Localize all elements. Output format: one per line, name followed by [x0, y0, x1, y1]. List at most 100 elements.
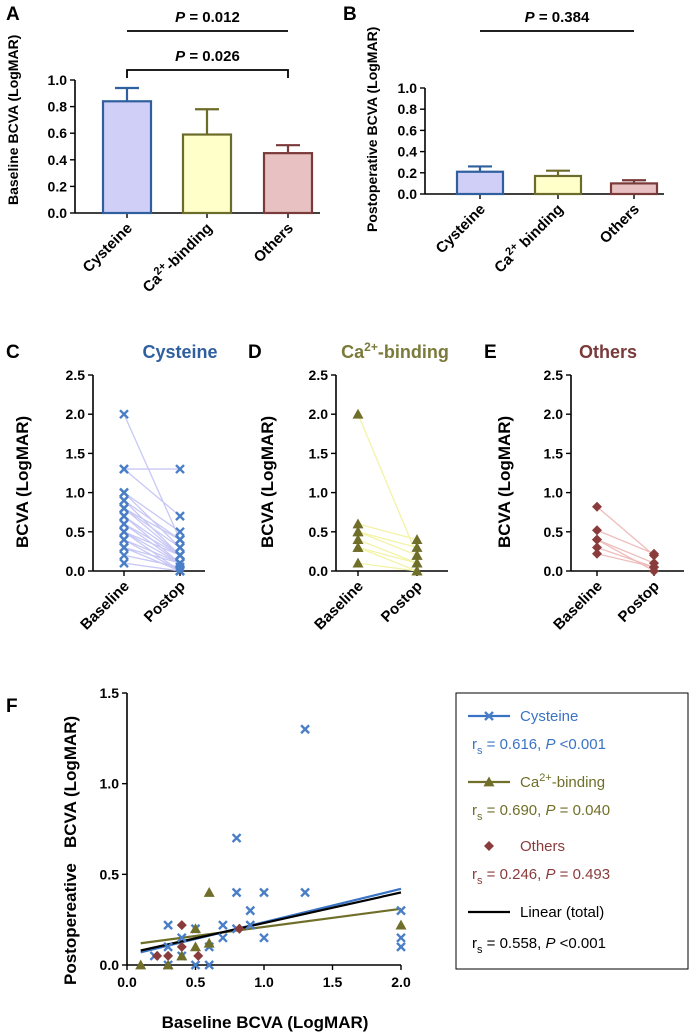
cysteine-point-stroke-b: [396, 905, 406, 916]
baseline-point-stroke-b: [119, 558, 129, 569]
pair-line: [123, 515, 181, 556]
panel-letter-a: A: [6, 4, 20, 25]
y-tick-label: 0.2: [48, 178, 68, 194]
baseline-point: [352, 518, 364, 529]
y-tick-label: 0.0: [398, 186, 418, 202]
y-tick-label: 1.5: [544, 445, 564, 461]
y-tick-label: 1.0: [48, 72, 68, 88]
y-tick-label: 0.0: [544, 563, 564, 579]
pair-line: [123, 492, 181, 533]
cysteine-point-stroke-b: [231, 833, 242, 843]
postop-point: [175, 526, 185, 537]
ca-point: [203, 937, 215, 948]
panel-e-title: Others: [579, 342, 637, 362]
y-tick-label: 0.4: [398, 144, 418, 160]
postop-point: [411, 534, 423, 545]
legend-marker: [484, 711, 494, 721]
pair-line: [596, 506, 655, 556]
p-letter: P: [545, 736, 555, 753]
rs-letter: r: [472, 935, 477, 952]
y-tick-label: 0.5: [66, 524, 86, 540]
p-value: <0.001: [555, 935, 605, 952]
pair-line: [123, 546, 181, 572]
y-tick-label: 2.0: [66, 406, 86, 422]
cysteine-point-stroke-b: [396, 932, 406, 943]
legend-label-base: Cysteine: [520, 708, 578, 725]
cysteine-point-stroke-b: [300, 724, 310, 735]
panel-f-ylabel-line1: Postopereative: [61, 863, 80, 985]
postop-point-stroke-b: [175, 464, 185, 474]
y-tick-label: 1.5: [309, 445, 329, 461]
ca-point: [395, 919, 407, 930]
cysteine-point-stroke-b: [259, 887, 269, 898]
bar-others: [262, 152, 314, 215]
x-category-label: Postop: [378, 578, 426, 626]
panel-d-title-base: Ca: [341, 342, 365, 362]
baseline-point: [352, 408, 364, 419]
y-tick-label: 2.0: [309, 406, 329, 422]
y-tick-label: 0.0: [309, 563, 329, 579]
x-category-label: Postop: [141, 578, 189, 626]
fit-line: [140, 907, 402, 945]
baseline-point: [352, 557, 364, 568]
panel-d-title: Ca2+-binding: [341, 340, 449, 362]
panel-d-plot: 0.0 0.5 1.0 1.5 2.0 2.5 Baseline Postop: [309, 367, 448, 633]
p-letter: P: [175, 48, 186, 65]
baseline-point: [119, 542, 129, 553]
legend-label: Cysteine: [520, 708, 578, 725]
ca-point: [176, 950, 188, 961]
panel-d-ylabel: BCVA (LogMAR): [258, 416, 277, 548]
panel-b-ylabel: Postoperative BCVA (LogMAR): [364, 27, 380, 232]
panel-f-plot: 0.0 0.5 1.0 1.5 0.0 0.5 1.0 1.5 2.0: [100, 685, 411, 990]
others-point: [234, 923, 245, 934]
rs-value: = 0.558,: [483, 935, 546, 952]
y-tick-label: 0.5: [309, 524, 329, 540]
baseline-point: [352, 526, 364, 537]
legend-label: Others: [520, 838, 565, 855]
pair-line: [123, 499, 181, 541]
pair-line: [357, 562, 418, 572]
cysteine-point: [396, 932, 406, 943]
y-tick-label: 0.5: [100, 866, 120, 882]
category-label-base: Others: [597, 201, 643, 247]
others-point: [193, 950, 204, 961]
panel-a: A Baseline BCVA (LogMAR) 0.0 0.2 0.4 0.6 0.8…: [5, 4, 320, 296]
category-label-base: Others: [251, 220, 297, 266]
rs-value: = 0.616,: [483, 736, 546, 753]
pair-line: [357, 531, 418, 549]
postop-point: [411, 557, 423, 568]
baseline-point-stroke-b: [119, 503, 129, 514]
rs-sub: s: [477, 811, 483, 823]
postop-point: [175, 511, 185, 521]
cysteine-point-stroke-b: [245, 905, 256, 916]
category-label: Others: [251, 220, 297, 266]
y-tick-label: 2.5: [544, 367, 564, 383]
rs-letter: r: [472, 866, 477, 883]
bar-cysteine: [455, 170, 505, 196]
baseline-point: [119, 495, 129, 506]
p-value: = 0.012: [185, 9, 240, 26]
legend-stat: rs = 0.690, P = 0.040: [472, 802, 610, 823]
panel-e-ylabel: BCVA (LogMAR): [495, 416, 514, 548]
cysteine-point: [259, 887, 269, 898]
baseline-point-stroke-b: [119, 511, 129, 521]
baseline-point: [119, 519, 129, 529]
baseline-point-stroke-b: [119, 550, 129, 561]
pair-line: [357, 523, 418, 541]
pair-line: [596, 539, 655, 572]
y-tick-label: 0.0: [66, 563, 86, 579]
others-point: [163, 950, 174, 961]
postop-point: [175, 464, 185, 474]
x-tick-label: 1.0: [254, 974, 274, 990]
bar-ca: [533, 174, 583, 196]
ca-point: [162, 959, 174, 970]
baseline-point-stroke-b: [119, 534, 129, 545]
cysteine-point: [300, 887, 310, 898]
legend-marker: [484, 841, 494, 851]
category-label: Ca2+-binding: [138, 218, 216, 296]
comparison-p-label: P = 0.384: [525, 9, 590, 26]
legend-label-total: Linear (total): [520, 904, 604, 921]
cysteine-point: [396, 942, 406, 952]
category-label-suffix: -binding: [162, 220, 216, 274]
